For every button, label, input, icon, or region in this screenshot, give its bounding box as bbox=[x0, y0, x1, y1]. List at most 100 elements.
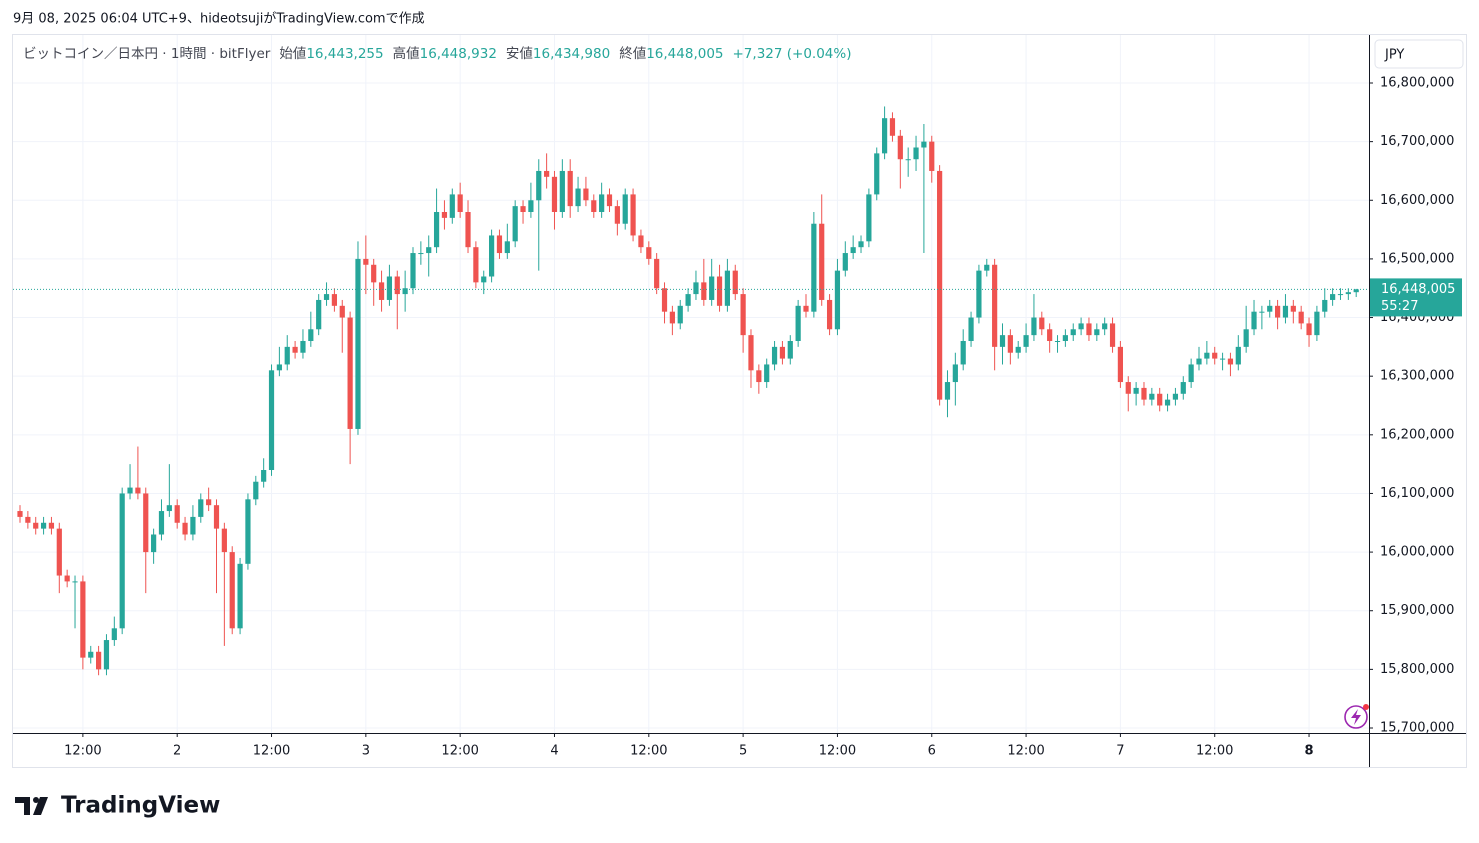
candle-body bbox=[787, 341, 793, 359]
candle-body bbox=[599, 194, 605, 212]
candle-body bbox=[826, 299, 833, 330]
candle-body bbox=[253, 481, 259, 500]
candle-body bbox=[143, 493, 149, 553]
candle-body bbox=[221, 528, 227, 553]
candle-body bbox=[866, 194, 872, 242]
candle-body bbox=[402, 288, 408, 295]
candle-body bbox=[1204, 352, 1210, 359]
candle-body bbox=[1015, 346, 1021, 353]
candle-body bbox=[811, 223, 817, 312]
candle-body bbox=[371, 264, 377, 283]
candle-body bbox=[1117, 346, 1123, 383]
candle-body bbox=[669, 311, 675, 324]
candle-body bbox=[1306, 323, 1312, 336]
candle-body bbox=[457, 194, 463, 212]
candle-body bbox=[984, 264, 990, 271]
candle-body bbox=[1251, 311, 1257, 330]
candle-body bbox=[1078, 323, 1084, 330]
candle-body bbox=[1212, 352, 1218, 359]
candle-body bbox=[614, 206, 620, 224]
candle-body bbox=[976, 270, 982, 318]
candle-body bbox=[496, 235, 503, 254]
candle-body bbox=[1141, 387, 1147, 400]
grid bbox=[13, 35, 1369, 733]
candle-body bbox=[17, 511, 23, 517]
candles bbox=[13, 106, 1369, 676]
candle-body bbox=[80, 581, 86, 658]
legend-key: 始値 bbox=[279, 46, 306, 62]
x-tick-label: 7 bbox=[1116, 744, 1124, 759]
candle-body bbox=[685, 294, 691, 306]
candle-body bbox=[1109, 323, 1116, 347]
x-tick-label: 12:00 bbox=[819, 744, 856, 759]
candle-body bbox=[795, 305, 801, 341]
axes: 15,700,000 15,800,000 15,900,000 16,000,000… bbox=[64, 76, 1462, 759]
candle-body bbox=[316, 299, 322, 330]
candle-body bbox=[1094, 329, 1100, 336]
candle-body bbox=[929, 141, 935, 171]
candle-body bbox=[127, 487, 133, 494]
candle-body bbox=[999, 335, 1006, 347]
legend-value: 16,434,980 bbox=[533, 46, 610, 62]
candle-body bbox=[363, 258, 369, 265]
candle-body bbox=[1314, 311, 1320, 336]
candle-body bbox=[913, 147, 919, 160]
candle-body bbox=[583, 188, 589, 201]
candle-body bbox=[1235, 346, 1241, 365]
candle-body bbox=[654, 258, 660, 289]
legend-value: 16,443,255 bbox=[306, 46, 383, 62]
candle-body bbox=[465, 212, 471, 248]
brand: TradingView bbox=[61, 793, 220, 819]
alert-bolt bbox=[1351, 709, 1361, 725]
candle-body bbox=[1102, 323, 1108, 330]
candle-body bbox=[897, 135, 903, 160]
candle-body bbox=[56, 528, 62, 576]
candle-body bbox=[433, 212, 440, 248]
x-tick-label: 12:00 bbox=[630, 744, 667, 759]
y-tick-label: 16,600,000 bbox=[1380, 193, 1454, 208]
y-tick-label: 16,000,000 bbox=[1380, 545, 1454, 560]
candle-body bbox=[1054, 341, 1061, 342]
candle-body bbox=[245, 499, 251, 564]
candle-body bbox=[1133, 387, 1139, 394]
frame bbox=[12, 34, 1467, 768]
last-price-box bbox=[1370, 278, 1462, 317]
candle-body bbox=[40, 522, 47, 529]
candle-body bbox=[1086, 323, 1092, 336]
candle-body bbox=[355, 258, 361, 429]
candle-body bbox=[732, 270, 738, 295]
candle-body bbox=[1196, 358, 1202, 365]
candle-body bbox=[638, 235, 644, 248]
candle-body bbox=[748, 335, 754, 371]
candle-body bbox=[858, 241, 864, 248]
candle-body bbox=[190, 516, 196, 535]
candle-body bbox=[426, 247, 432, 254]
candle-body bbox=[512, 206, 518, 242]
candle-body bbox=[1062, 335, 1068, 341]
x-tick-label: 4 bbox=[550, 744, 558, 759]
candle-body bbox=[276, 364, 282, 371]
candle-body bbox=[834, 270, 841, 330]
candle-body bbox=[889, 118, 896, 136]
y-tick-label: 16,100,000 bbox=[1380, 486, 1454, 501]
candle-body bbox=[1031, 317, 1037, 336]
y-tick-label: 15,700,000 bbox=[1380, 721, 1454, 736]
candle-body bbox=[339, 305, 345, 318]
candle-body bbox=[394, 276, 400, 295]
candle-body bbox=[284, 346, 290, 365]
candle-body bbox=[410, 253, 416, 289]
candle-body bbox=[33, 522, 39, 529]
candle-body bbox=[646, 247, 652, 259]
legend-symbol: ビットコイン／日本円 · 1時間 · bitFlyer bbox=[23, 46, 271, 62]
legend: ビットコイン／日本円 · 1時間 · bitFlyer 始値16,443,255 高… bbox=[23, 45, 851, 62]
candle-body bbox=[819, 223, 825, 300]
candle-body bbox=[1164, 399, 1171, 406]
legend-value: 16,448,932 bbox=[420, 46, 497, 62]
candle-body bbox=[182, 522, 188, 535]
candle-body bbox=[347, 317, 353, 429]
candle-body bbox=[1330, 294, 1336, 300]
countdown: 55:27 bbox=[1381, 299, 1418, 314]
candle-body bbox=[1070, 329, 1076, 336]
candle-body bbox=[968, 317, 974, 341]
